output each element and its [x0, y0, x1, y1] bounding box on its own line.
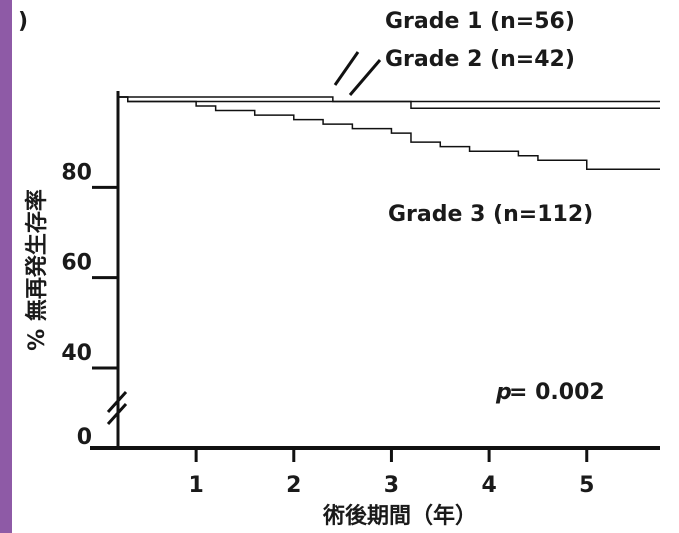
p-value: = 0.002 — [509, 380, 605, 405]
p-label: p — [495, 380, 512, 405]
axis-break — [106, 390, 128, 414]
pointer — [348, 59, 382, 96]
x-axis-label: 術後期間（年） — [322, 503, 477, 529]
x-tick-label: 1 — [188, 473, 203, 498]
series-label: Grade 2 (n=42) — [385, 47, 575, 72]
panel-label: ) — [18, 9, 28, 34]
axis-break — [106, 402, 128, 426]
survival-curve — [118, 96, 660, 171]
pointer — [333, 51, 360, 86]
y-tick-label: 0 — [77, 425, 92, 450]
histology-strip — [0, 0, 12, 533]
series-label: Grade 1 (n=56) — [385, 9, 575, 34]
y-tick-label: 80 — [61, 160, 92, 185]
x-tick-label: 5 — [579, 473, 594, 498]
y-tick-label: 40 — [61, 341, 92, 366]
x-tick-label: 3 — [384, 473, 399, 498]
x-tick-label: 2 — [286, 473, 301, 498]
y-axis-label: % 無再発生存率 — [24, 189, 50, 351]
y-tick-label: 60 — [61, 251, 92, 276]
series-label: Grade 3 (n=112) — [388, 202, 593, 227]
x-tick-label: 4 — [481, 473, 496, 498]
survival-curve — [118, 96, 660, 103]
